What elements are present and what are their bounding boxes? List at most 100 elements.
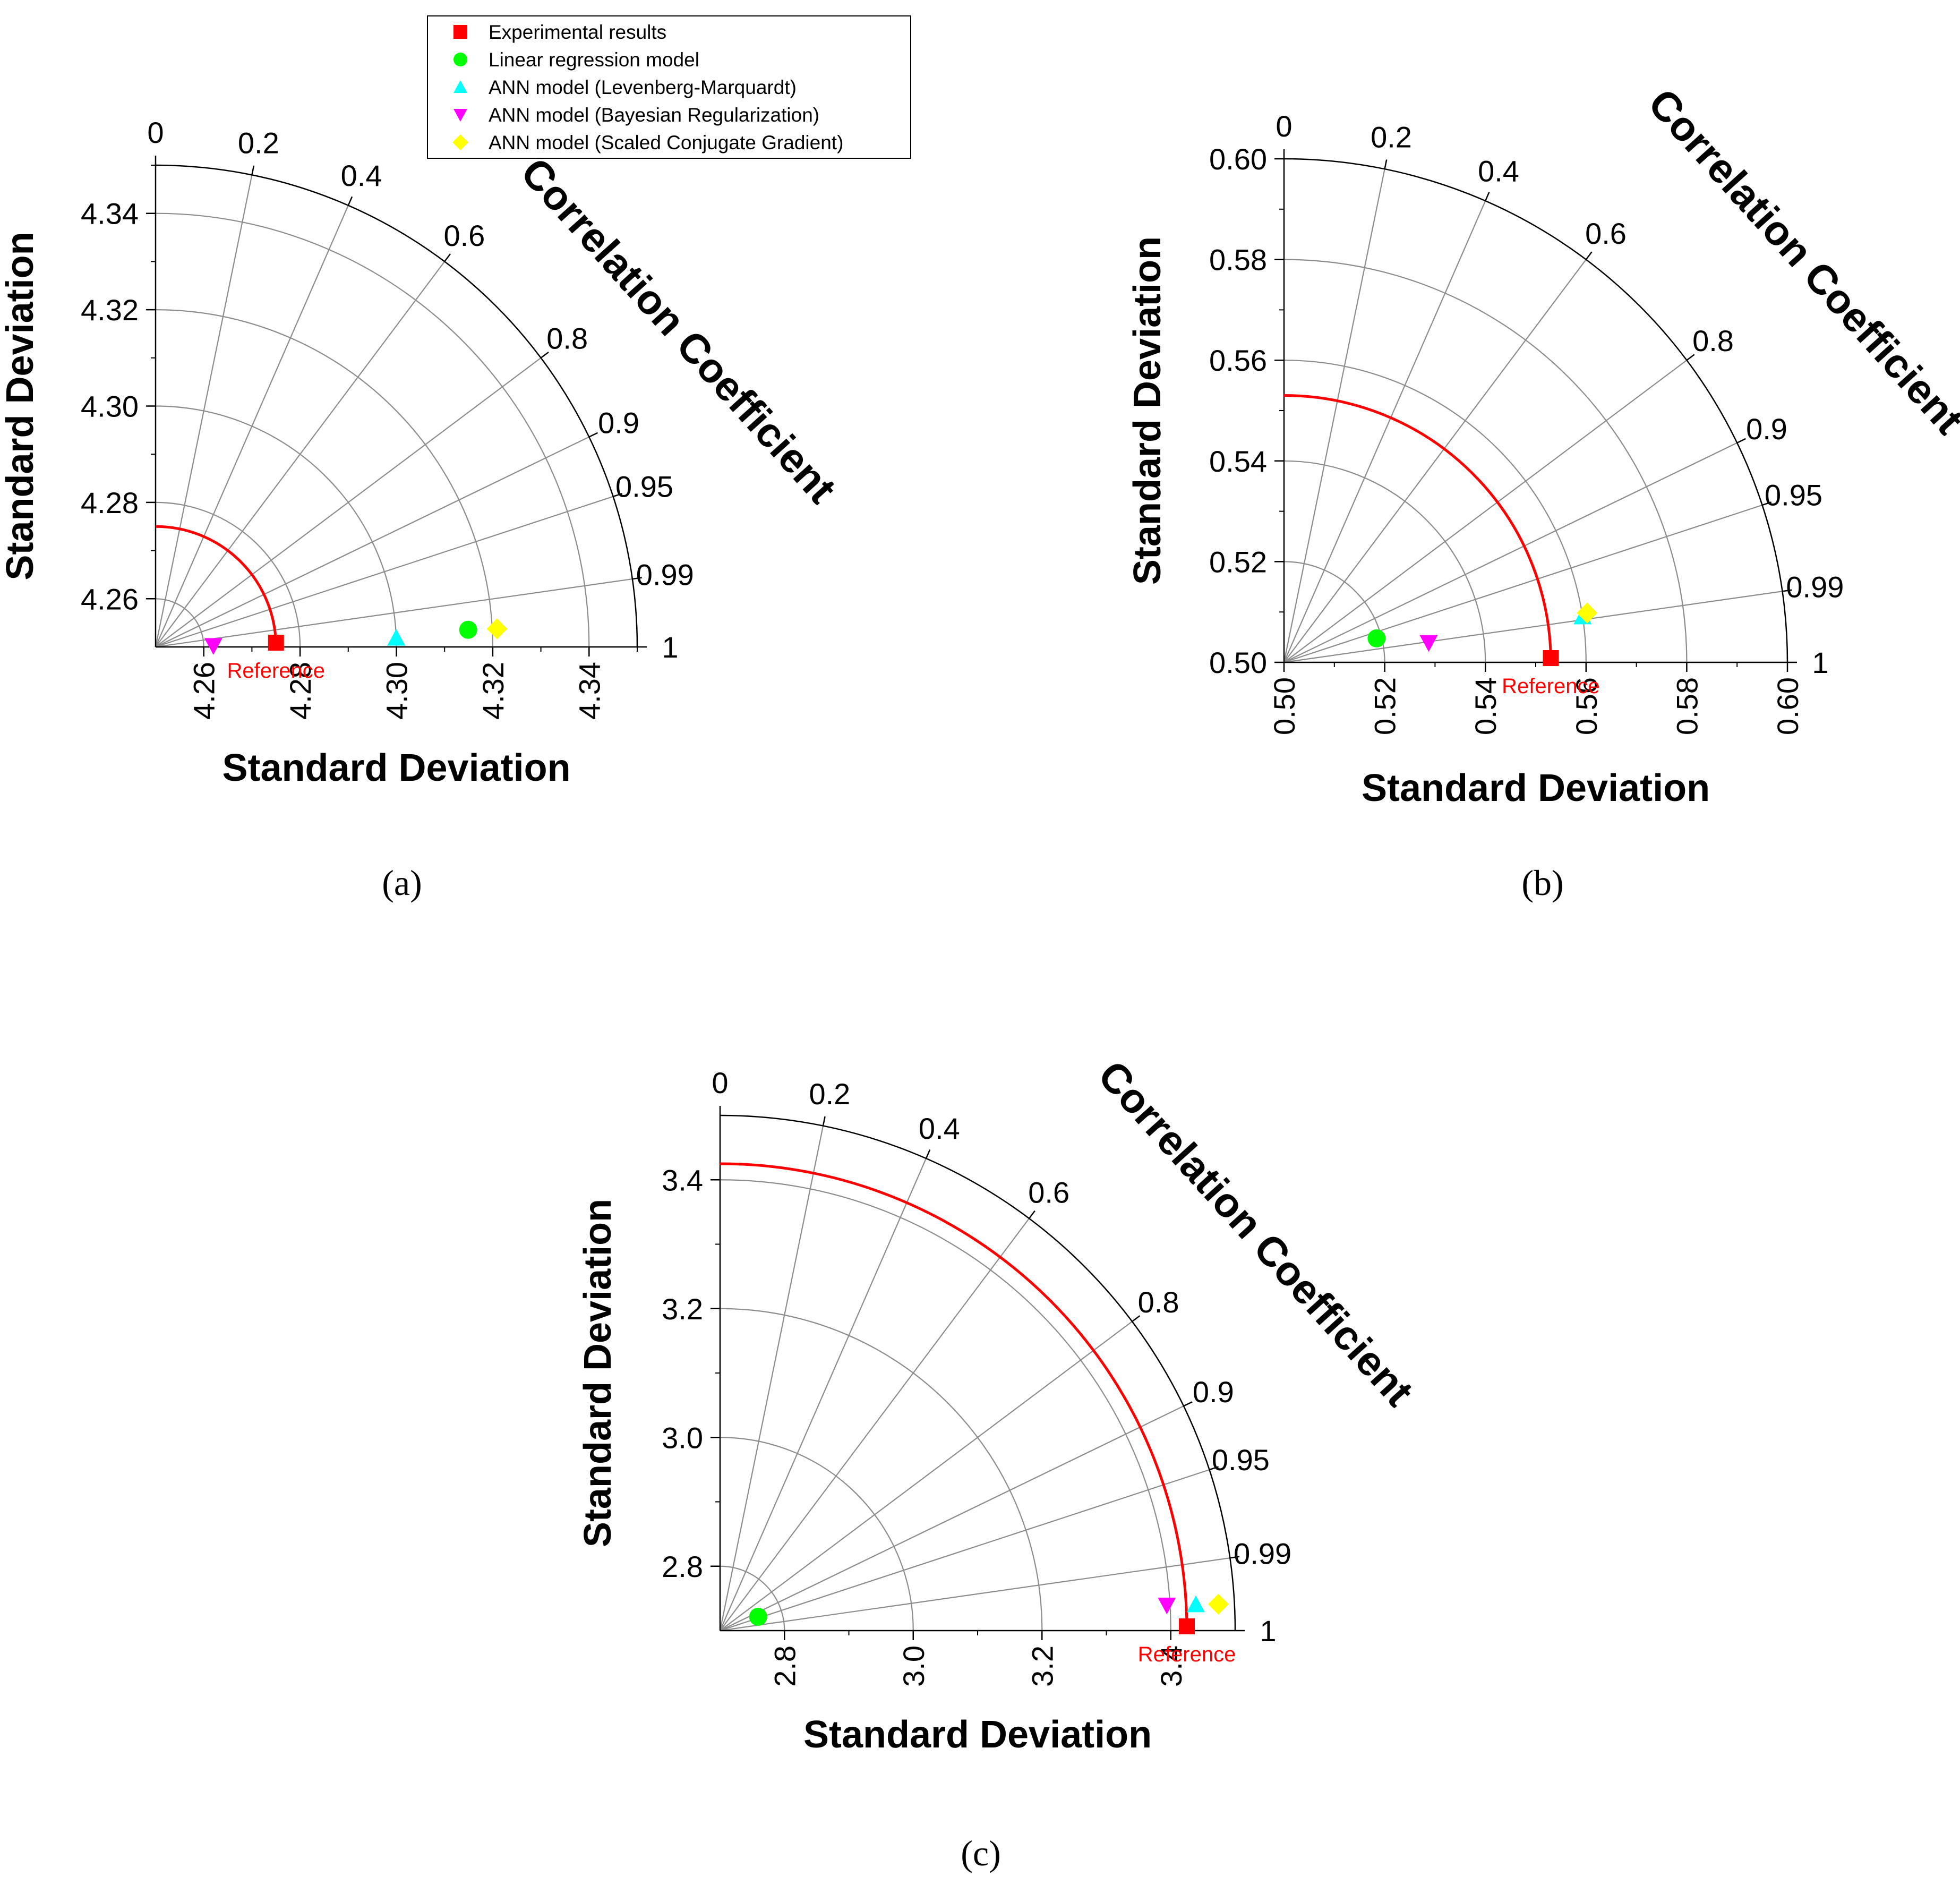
sd-gridline [720, 1437, 914, 1631]
sd-gridline [155, 598, 204, 647]
correlation-tick-label: 0.95 [1212, 1443, 1270, 1477]
legend-marker-ann-model-bayesian-regularization [453, 108, 467, 122]
x-tick-label: 4.30 [380, 662, 414, 720]
outer-arc [1283, 158, 1788, 663]
point-linear-regression-model [1367, 629, 1386, 647]
taylor-panel-a: 4.26 4.28 4.30 4.32 4.34 4.26 4.28 4.30 4.32 4.34… [0, 116, 845, 903]
sd-gridline [1283, 259, 1688, 663]
correlation-tick-label: 0.8 [1692, 324, 1734, 357]
point-ann-model-bayesian-regularization [204, 638, 222, 655]
legend-label-ann-model-bayesian-regularization: ANN model (Bayesian Regularization) [489, 104, 819, 126]
correlation-tick [444, 253, 451, 262]
sd-gridline [155, 501, 301, 647]
x-axis-title: Standard Deviation [803, 1713, 1152, 1756]
reference-arc [720, 1162, 1188, 1631]
point-ann-model-scaled-conjugate-gradient [1577, 602, 1598, 624]
y-tick-label: 3.0 [662, 1421, 703, 1454]
x-tick-label: 0.60 [1771, 677, 1804, 735]
legend-marker-ann-model-scaled-conjugate-gradient [452, 134, 468, 150]
point-ann-model-bayesian-regularization [1158, 1597, 1176, 1615]
point-linear-regression-model [459, 620, 477, 639]
legend-label-ann-model-scaled-conjugate-gradient: ANN model (Scaled Conjugate Gradient) [489, 132, 843, 154]
correlation-tick [1029, 1210, 1035, 1219]
correlation-gridline [720, 1469, 1210, 1632]
correlation-gridline [155, 496, 613, 648]
y-tick-label: 4.32 [81, 293, 139, 327]
correlation-gridline [719, 1125, 824, 1631]
correlation-tick-label: 0.95 [615, 470, 673, 503]
point-ann-model-scaled-conjugate-gradient [486, 618, 508, 639]
y-tick-label: 0.56 [1209, 344, 1267, 377]
y-tick-label: 0.54 [1209, 445, 1267, 478]
outer-arc [155, 164, 638, 647]
x-tick-label: 0.56 [1570, 677, 1603, 735]
correlation-tick [925, 1149, 931, 1159]
sd-gridline [1283, 561, 1385, 663]
x-tick-label: 0.54 [1469, 677, 1502, 735]
y-tick-label: 2.8 [662, 1550, 703, 1583]
correlation-gridline [155, 578, 633, 648]
correlation-tick-label: 0.99 [636, 558, 694, 591]
correlation-tick [347, 196, 353, 206]
legend-frame [427, 15, 911, 159]
y-tick-label: 3.4 [662, 1163, 703, 1197]
correlation-tick-label: 0.2 [238, 126, 279, 160]
correlation-axis-title: Correlation Coefficient [1089, 1052, 1423, 1415]
x-tick-label: 2.8 [768, 1645, 801, 1687]
point-experimental-results [268, 635, 284, 651]
correlation-tick-label: 0 [147, 116, 164, 149]
reference-arc [155, 525, 278, 647]
legend: Experimental results Linear regression mo… [427, 15, 911, 159]
correlation-tick-label: 0.99 [1234, 1537, 1291, 1570]
correlation-tick [1230, 1556, 1240, 1559]
legend-label-experimental-results: Experimental results [489, 21, 666, 43]
correlation-gridline [720, 1405, 1184, 1631]
legend-marker-experimental-results [453, 25, 467, 39]
panel-caption: (c) [961, 1833, 1000, 1873]
x-tick-label: 4.26 [187, 662, 221, 720]
correlation-tick [1183, 1401, 1193, 1407]
x-tick-label: 3.4 [1154, 1645, 1188, 1687]
reference-label: Reference [1138, 1643, 1236, 1666]
point-experimental-results [1179, 1618, 1195, 1634]
point-linear-regression-model [749, 1607, 767, 1626]
correlation-tick-label: 0 [712, 1066, 728, 1099]
correlation-tick-label: 0.8 [546, 322, 588, 355]
correlation-tick [632, 577, 642, 580]
y-axis-title: Standard Deviation [0, 232, 41, 580]
correlation-gridline [155, 205, 349, 647]
sd-gridline [1283, 360, 1587, 663]
correlation-tick [1686, 354, 1695, 361]
reference-label: Reference [227, 659, 325, 683]
y-axis-title: Standard Deviation [1126, 236, 1169, 585]
correlation-tick [1736, 438, 1746, 444]
correlation-gridline [719, 1158, 927, 1631]
y-tick-label: 0.60 [1209, 142, 1267, 176]
reference-arc [1283, 394, 1552, 663]
correlation-gridline [1283, 442, 1738, 663]
correlation-tick [822, 1116, 826, 1126]
x-tick-label: 3.0 [897, 1645, 930, 1687]
correlation-tick [613, 492, 623, 497]
correlation-tick-label: 0.6 [1028, 1175, 1069, 1209]
correlation-tick [1384, 159, 1388, 169]
correlation-gridline [1283, 591, 1783, 663]
sd-gridline [1283, 460, 1486, 663]
point-ann-model-bayesian-regularization [1419, 635, 1438, 652]
y-tick-label: 0.52 [1209, 545, 1267, 578]
correlation-gridline [720, 1557, 1230, 1632]
correlation-tick-label: 1 [662, 630, 678, 664]
correlation-tick [540, 351, 549, 359]
correlation-tick-label: 0 [1276, 109, 1292, 143]
point-ann-model-scaled-conjugate-gradient [1208, 1593, 1229, 1615]
correlation-tick [588, 432, 598, 438]
x-tick-label: 4.34 [572, 662, 606, 720]
correlation-tick [1209, 1466, 1219, 1471]
taylor-panel-b: 0.500.520.540.560.580.600.50 0.52 0.54 0.56… [1126, 80, 1960, 903]
correlation-tick-label: 0.95 [1765, 479, 1822, 512]
y-tick-label: 0.58 [1209, 243, 1267, 277]
correlation-tick-label: 0.4 [1478, 154, 1519, 187]
x-tick-label: 0.52 [1368, 677, 1402, 735]
correlation-tick [1485, 192, 1490, 201]
correlation-tick [1782, 589, 1792, 592]
